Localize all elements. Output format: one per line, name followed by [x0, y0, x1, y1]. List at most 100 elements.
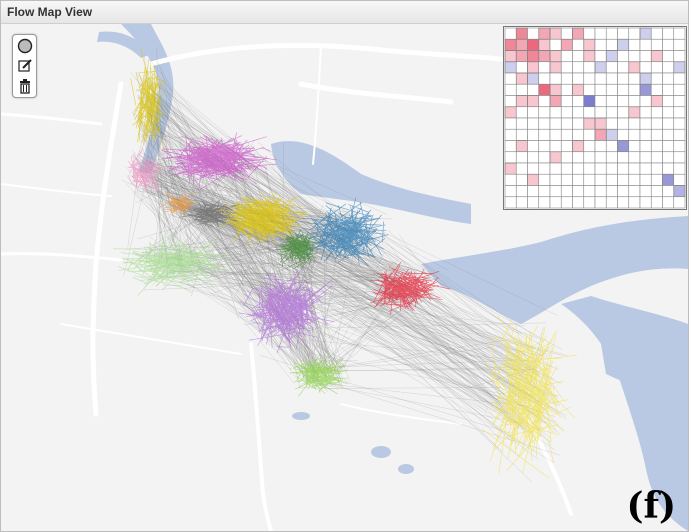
matrix-cell[interactable] — [662, 50, 675, 63]
matrix-cell[interactable] — [605, 83, 618, 96]
matrix-cell[interactable] — [617, 117, 630, 130]
matrix-cell[interactable] — [650, 72, 663, 85]
matrix-cell[interactable] — [549, 162, 562, 175]
matrix-cell[interactable] — [515, 185, 528, 198]
matrix-cell[interactable] — [538, 173, 551, 186]
matrix-cell[interactable] — [617, 185, 630, 198]
flow-cluster[interactable] — [238, 267, 335, 354]
od-matrix-grid[interactable] — [504, 27, 686, 209]
flow-map-canvas[interactable] — [1, 24, 688, 531]
matrix-cell[interactable] — [673, 117, 686, 130]
matrix-cell[interactable] — [538, 72, 551, 85]
matrix-cell[interactable] — [549, 50, 562, 63]
matrix-cell[interactable] — [572, 128, 585, 141]
matrix-cell[interactable] — [617, 83, 630, 96]
matrix-cell[interactable] — [583, 38, 596, 51]
matrix-cell[interactable] — [583, 106, 596, 119]
matrix-cell[interactable] — [673, 140, 686, 153]
matrix-cell[interactable] — [673, 151, 686, 164]
matrix-cell[interactable] — [583, 196, 596, 209]
matrix-cell[interactable] — [549, 27, 562, 40]
matrix-cell[interactable] — [605, 106, 618, 119]
matrix-cell[interactable] — [504, 151, 517, 164]
matrix-cell[interactable] — [605, 72, 618, 85]
flow-cluster[interactable] — [161, 132, 278, 191]
matrix-cell[interactable] — [583, 27, 596, 40]
matrix-cell[interactable] — [628, 38, 641, 51]
matrix-cell[interactable] — [560, 27, 573, 40]
matrix-cell[interactable] — [549, 128, 562, 141]
matrix-cell[interactable] — [515, 173, 528, 186]
matrix-cell[interactable] — [594, 196, 607, 209]
matrix-cell[interactable] — [662, 173, 675, 186]
matrix-cell[interactable] — [617, 38, 630, 51]
matrix-cell[interactable] — [538, 106, 551, 119]
matrix-cell[interactable] — [560, 95, 573, 108]
matrix-cell[interactable] — [662, 38, 675, 51]
matrix-cell[interactable] — [572, 162, 585, 175]
matrix-cell[interactable] — [572, 95, 585, 108]
matrix-cell[interactable] — [639, 128, 652, 141]
matrix-cell[interactable] — [515, 151, 528, 164]
matrix-cell[interactable] — [538, 196, 551, 209]
matrix-cell[interactable] — [549, 140, 562, 153]
matrix-cell[interactable] — [594, 185, 607, 198]
matrix-cell[interactable] — [538, 162, 551, 175]
matrix-cell[interactable] — [515, 162, 528, 175]
matrix-cell[interactable] — [662, 140, 675, 153]
matrix-cell[interactable] — [560, 106, 573, 119]
matrix-cell[interactable] — [560, 140, 573, 153]
matrix-cell[interactable] — [673, 83, 686, 96]
matrix-cell[interactable] — [549, 72, 562, 85]
matrix-cell[interactable] — [504, 185, 517, 198]
matrix-cell[interactable] — [538, 61, 551, 74]
matrix-cell[interactable] — [617, 162, 630, 175]
matrix-cell[interactable] — [538, 140, 551, 153]
matrix-cell[interactable] — [527, 173, 540, 186]
matrix-cell[interactable] — [572, 72, 585, 85]
matrix-cell[interactable] — [650, 50, 663, 63]
matrix-cell[interactable] — [583, 117, 596, 130]
flow-cluster[interactable] — [127, 148, 165, 195]
matrix-cell[interactable] — [515, 128, 528, 141]
matrix-cell[interactable] — [504, 128, 517, 141]
matrix-cell[interactable] — [572, 27, 585, 40]
matrix-cell[interactable] — [594, 50, 607, 63]
flow-cluster[interactable] — [216, 191, 308, 247]
matrix-cell[interactable] — [583, 95, 596, 108]
matrix-cell[interactable] — [617, 151, 630, 164]
matrix-cell[interactable] — [527, 61, 540, 74]
matrix-cell[interactable] — [572, 185, 585, 198]
matrix-cell[interactable] — [504, 140, 517, 153]
matrix-cell[interactable] — [515, 38, 528, 51]
matrix-cell[interactable] — [560, 128, 573, 141]
map-svg[interactable] — [1, 24, 688, 531]
matrix-cell[interactable] — [504, 196, 517, 209]
matrix-cell[interactable] — [549, 95, 562, 108]
matrix-cell[interactable] — [673, 196, 686, 209]
matrix-cell[interactable] — [549, 106, 562, 119]
matrix-cell[interactable] — [538, 128, 551, 141]
matrix-cell[interactable] — [628, 72, 641, 85]
matrix-cell[interactable] — [549, 61, 562, 74]
matrix-cell[interactable] — [515, 27, 528, 40]
flow-cluster[interactable] — [275, 228, 320, 270]
matrix-cell[interactable] — [662, 61, 675, 74]
od-matrix[interactable] — [503, 26, 687, 210]
matrix-cell[interactable] — [538, 117, 551, 130]
matrix-cell[interactable] — [605, 140, 618, 153]
flow-cluster[interactable] — [481, 315, 577, 479]
matrix-cell[interactable] — [527, 50, 540, 63]
matrix-cell[interactable] — [662, 151, 675, 164]
matrix-cell[interactable] — [673, 173, 686, 186]
matrix-cell[interactable] — [515, 61, 528, 74]
circle-select-tool[interactable] — [14, 36, 35, 55]
matrix-cell[interactable] — [605, 173, 618, 186]
matrix-cell[interactable] — [549, 117, 562, 130]
matrix-cell[interactable] — [594, 117, 607, 130]
matrix-cell[interactable] — [617, 50, 630, 63]
matrix-cell[interactable] — [594, 140, 607, 153]
matrix-cell[interactable] — [527, 151, 540, 164]
matrix-cell[interactable] — [504, 95, 517, 108]
matrix-cell[interactable] — [605, 196, 618, 209]
